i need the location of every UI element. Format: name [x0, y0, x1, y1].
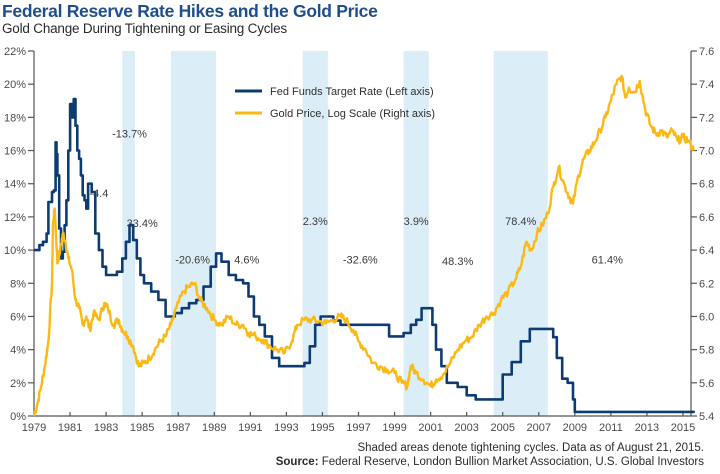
shaded-band: [403, 51, 429, 416]
x-tick-label: 1981: [58, 422, 82, 434]
left-tick-label: 0%: [10, 411, 26, 423]
left-tick-label: 22%: [4, 46, 26, 58]
right-tick-label: 5.6: [699, 378, 714, 390]
cycle-change-label: -20.6%: [175, 254, 210, 266]
cycle-change-label: 61.4%: [592, 254, 623, 266]
right-tick-label: 7.2: [699, 112, 714, 124]
x-tick-label: 2015: [671, 422, 695, 434]
x-tick-label: 2013: [635, 422, 659, 434]
series-lines: [32, 74, 696, 417]
right-tick-label: 5.8: [699, 345, 714, 357]
right-tick-label: 7.4: [699, 79, 714, 91]
axes: 0% 2% 4% 6% 8% 10% 12% 14% 16% 18% 20% 22% 5.4 5.6 5.8…: [4, 46, 714, 434]
x-tick-label: 1979: [22, 422, 46, 434]
x-tick-label: 1987: [166, 422, 190, 434]
right-tick-label: 5.4: [699, 411, 714, 423]
left-tick-label: 4%: [10, 345, 26, 357]
x-tick-label: 2011: [599, 422, 623, 434]
x-tick-label: 1985: [130, 422, 154, 434]
x-tick-label: 1997: [346, 422, 370, 434]
left-tick-label: 18%: [4, 112, 26, 124]
x-tick-label: 1995: [310, 422, 334, 434]
x-tick-label: 2005: [490, 422, 514, 434]
left-tick-label: 6%: [10, 311, 26, 323]
left-tick-label: 20%: [4, 79, 26, 91]
cycle-change-label: 3.9%: [404, 216, 429, 228]
shaded-periods: [122, 51, 548, 416]
right-tick-label: 7.0: [699, 146, 714, 158]
left-tick-label: 8%: [10, 278, 26, 290]
right-tick-label: 7.6: [699, 46, 714, 58]
left-tick-label: 16%: [4, 146, 26, 158]
x-tick-label: 1983: [94, 422, 118, 434]
source-label: Source:: [275, 456, 319, 468]
left-tick-label: 10%: [4, 245, 26, 257]
right-tick-label: 6.4: [699, 245, 714, 257]
cycle-change-label: -4.4: [89, 188, 108, 200]
fed-funds-line: [34, 97, 696, 414]
right-tick-label: 6.8: [699, 179, 714, 191]
left-tick-label: 2%: [10, 378, 26, 390]
x-tick-label: 1991: [238, 422, 262, 434]
source-line: Source: Federal Reserve, London Bullion …: [276, 456, 704, 468]
right-tick-label: 6.6: [699, 212, 714, 224]
x-tick-label: 2003: [454, 422, 478, 434]
x-tick-label: 1999: [382, 422, 406, 434]
annotations: -13.7% -4.4 33.4% -20.6% 4.6% 2.3% -32.6% 3.9% 4…: [89, 128, 623, 268]
x-tick-label: 2001: [418, 422, 442, 434]
chart-title: Federal Reserve Rate Hikes and the Gold …: [2, 1, 378, 21]
footnote: Shaded areas denote tightening cycles. D…: [357, 442, 704, 454]
cycle-change-label: 33.4%: [127, 218, 158, 230]
x-tick-label: 1993: [274, 422, 298, 434]
gold-price-line: [32, 74, 695, 417]
cycle-change-label: 78.4%: [505, 216, 536, 228]
cycle-change-label: -13.7%: [112, 128, 147, 140]
left-tick-label: 12%: [4, 212, 26, 224]
legend-label-fed: Fed Funds Target Rate (Left axis): [270, 86, 434, 98]
cycle-change-label: -32.6%: [343, 254, 378, 266]
cycle-change-label: 2.3%: [303, 216, 328, 228]
right-tick-label: 6.2: [699, 278, 714, 290]
legend-label-gold: Gold Price, Log Scale (Right axis): [270, 108, 435, 120]
shaded-band: [171, 51, 217, 416]
x-tick-label: 2007: [527, 422, 551, 434]
cycle-change-label: 48.3%: [442, 256, 473, 268]
x-tick-label: 2009: [563, 422, 587, 434]
cycle-change-label: 4.6%: [234, 254, 259, 266]
right-tick-label: 6.0: [699, 311, 714, 323]
shaded-band: [302, 51, 328, 416]
source-text: Federal Reserve, London Bullion Market A…: [318, 456, 704, 468]
left-tick-label: 14%: [4, 179, 26, 191]
chart-subtitle: Gold Change During Tightening or Easing …: [2, 21, 287, 36]
legend: Fed Funds Target Rate (Left axis) Gold P…: [235, 86, 435, 120]
x-tick-label: 1989: [202, 422, 226, 434]
